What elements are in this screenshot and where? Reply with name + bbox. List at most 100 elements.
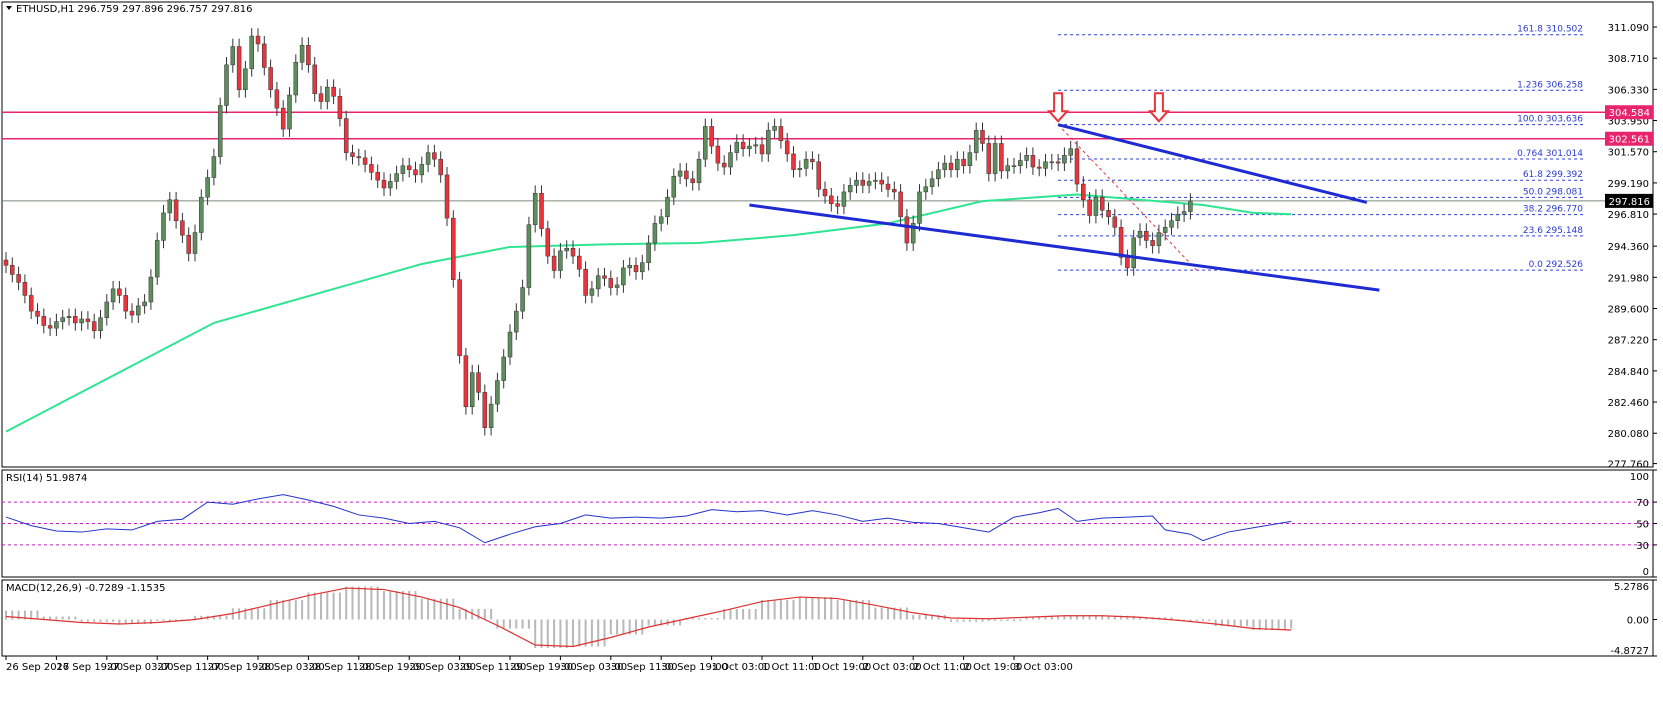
candle-body (293, 62, 299, 96)
candle-body (671, 175, 677, 198)
x-tick-label: 28 Sep 11:00 (308, 662, 375, 673)
candle-body (633, 265, 639, 273)
rsi-title: RSI(14) 51.9874 (6, 473, 87, 484)
candle-body (180, 220, 185, 236)
candle-body (520, 287, 525, 312)
candle-body (1043, 161, 1048, 169)
candle-body (136, 305, 141, 316)
candle-body (1106, 210, 1111, 218)
candle-body (413, 169, 418, 176)
candle-body (1137, 230, 1143, 239)
candle-body (22, 282, 28, 296)
price-ytick-label: 303.950 (1608, 117, 1649, 128)
candle-body (816, 161, 821, 190)
candle-body (457, 279, 462, 356)
candle-body (432, 152, 437, 160)
candle-body (312, 64, 317, 94)
candle-body (507, 331, 513, 358)
candle-body (1005, 165, 1010, 172)
candle-body (570, 248, 576, 257)
candle-body (444, 174, 450, 219)
candle-body (835, 203, 840, 207)
macd-panel[interactable] (1, 579, 1654, 657)
x-tick-label: 29 Sep 03:00 (409, 662, 476, 673)
candle-body (885, 183, 891, 190)
trend-line-lower (749, 203, 1380, 292)
candle-body (873, 179, 878, 182)
candle-body (123, 295, 128, 312)
resistance-price-tag-label: 302.561 (1609, 135, 1650, 146)
candle-body (734, 141, 740, 153)
candle-body (961, 158, 966, 166)
dropdown-triangle-icon[interactable] (6, 6, 12, 10)
candle-body (217, 105, 223, 157)
candle-body (262, 43, 267, 68)
candle-body (98, 317, 103, 332)
candle-body (230, 46, 236, 66)
fib-level-label: 61.8 299.392 (1523, 170, 1583, 180)
candle-body (110, 288, 116, 303)
candle-body (917, 191, 922, 224)
rsi-ytick-label: 100 (1630, 472, 1649, 483)
x-tick-label: 28 Sep 03:00 (258, 662, 325, 673)
resistance-price-tag (1605, 131, 1653, 146)
candle-body (388, 181, 393, 189)
candle-body (677, 170, 683, 177)
candle-body (142, 301, 147, 307)
candle-body (1118, 227, 1124, 258)
macd-signal-line (5, 587, 1292, 648)
candle-body (1169, 220, 1174, 228)
candle-body (583, 268, 588, 296)
price-ytick-label: 284.840 (1608, 367, 1649, 378)
candle-body (236, 46, 242, 91)
candle-body (406, 165, 412, 170)
candle-body (558, 250, 563, 271)
candle-body (766, 130, 771, 155)
candle-body (595, 275, 601, 290)
candle-body (1188, 200, 1193, 212)
current-price-tag (1605, 193, 1653, 208)
candle-body (73, 316, 78, 324)
candle-body (791, 153, 796, 170)
x-tick-label: 26 Sep 19:00 (56, 662, 123, 673)
candle-body (709, 126, 714, 147)
candle-body (980, 130, 985, 144)
candle-body (942, 162, 947, 170)
resistance-price-tag (1605, 105, 1653, 120)
candle-body (369, 164, 374, 173)
x-tick-label: 27 Sep 11:00 (157, 662, 224, 673)
candle-body (224, 64, 229, 106)
candle-body (243, 68, 248, 91)
candle-body (482, 392, 488, 428)
candle-body (514, 310, 519, 333)
x-tick-label: 27 Sep 19:00 (208, 662, 275, 673)
price-ytick-label: 282.460 (1608, 398, 1649, 409)
macd-ytick-label: 5.2786 (1614, 582, 1649, 593)
candle-body (1068, 148, 1073, 156)
candle-body (66, 316, 72, 318)
candle-body (690, 178, 695, 184)
candle-body (331, 86, 336, 97)
candle-body (318, 93, 324, 102)
candle-body (1162, 227, 1168, 233)
rsi-ytick-label: 70 (1636, 498, 1649, 509)
candle-body (394, 173, 399, 182)
candle-body (287, 94, 292, 130)
candle-body (577, 255, 582, 270)
x-tick-label: 2 Oct 19:00 (964, 662, 1023, 673)
price-panel[interactable] (1, 1, 1654, 468)
fib-level-label: 23.6 295.148 (1523, 226, 1583, 236)
candle-body (721, 162, 727, 168)
candle-body (627, 265, 632, 269)
x-tick-label: 29 Sep 19:00 (510, 662, 577, 673)
candle-body (866, 181, 872, 186)
candle-body (910, 223, 916, 244)
price-ytick-label: 291.980 (1608, 273, 1649, 284)
candle-body (829, 195, 834, 204)
candle-body (35, 310, 40, 317)
candle-body (526, 224, 532, 288)
candle-body (54, 321, 59, 329)
candle-body (375, 172, 380, 181)
